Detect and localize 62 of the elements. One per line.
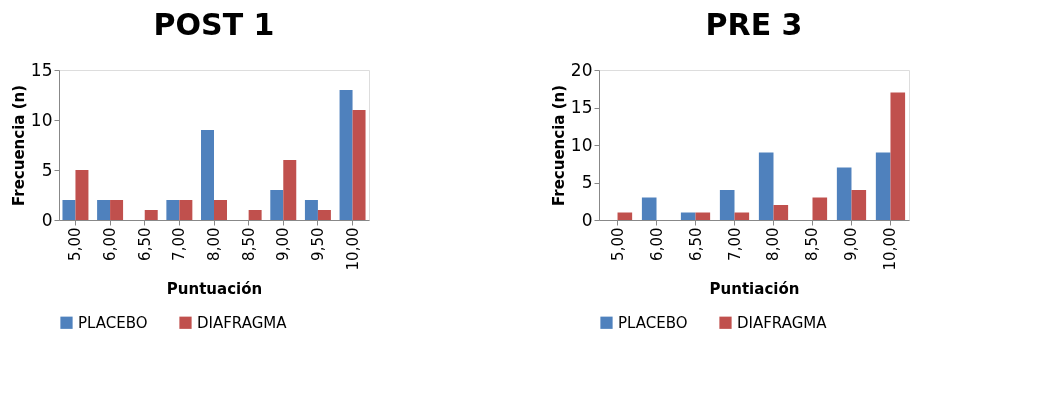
x-tick-label: 10,00 xyxy=(343,227,362,271)
bar xyxy=(339,90,353,220)
bar xyxy=(75,170,89,220)
legend-label: PLACEBO xyxy=(618,313,688,332)
x-tick-label: 5,00 xyxy=(608,227,627,261)
y-tick-label: 0 xyxy=(581,209,593,230)
x-tick-label: 8,00 xyxy=(205,227,223,261)
bar xyxy=(97,200,111,220)
legend-label: PLACEBO xyxy=(78,313,148,332)
bar xyxy=(270,190,284,220)
bar xyxy=(719,190,735,220)
chart-title: POST 1 xyxy=(153,7,275,42)
bar xyxy=(680,212,696,220)
y-tick-label: 15 xyxy=(570,97,593,117)
bar xyxy=(304,200,318,220)
bar xyxy=(179,200,193,220)
bar xyxy=(812,197,828,220)
x-tick-label: 6,50 xyxy=(135,227,154,261)
bar xyxy=(201,130,214,220)
x-tick-label: 8,00 xyxy=(764,227,783,261)
bar xyxy=(890,92,906,220)
y-tick-label: 15 xyxy=(30,59,53,80)
bar xyxy=(758,152,774,220)
bar xyxy=(875,152,891,220)
x-axis-title: Puntiación xyxy=(709,280,800,299)
y-tick-label: 10 xyxy=(570,134,593,155)
bar xyxy=(352,110,366,220)
x-tick-label: 8,50 xyxy=(803,227,822,261)
bar xyxy=(248,210,262,220)
x-tick-label: 8,50 xyxy=(239,227,258,261)
y-tick-label: 5 xyxy=(41,159,53,180)
y-tick-label: 0 xyxy=(41,209,53,230)
x-tick-label: 9,00 xyxy=(842,227,861,261)
y-tick-label: 20 xyxy=(570,59,593,80)
bar xyxy=(851,190,867,220)
bar xyxy=(641,197,657,220)
y-axis-title: Frecuencia (n) xyxy=(549,84,568,207)
x-tick-label: 7,00 xyxy=(725,227,744,261)
x-tick-label: 6,50 xyxy=(686,227,705,261)
x-tick-label: 7,00 xyxy=(170,227,189,261)
bar xyxy=(144,210,158,220)
x-tick-label: 5,00 xyxy=(66,227,85,261)
x-tick-label: 6,00 xyxy=(647,227,666,261)
bar xyxy=(317,210,331,220)
x-tick-label: 6,00 xyxy=(101,227,120,261)
y-axis-title: Frecuencia (n) xyxy=(9,84,28,207)
y-tick-label: 5 xyxy=(581,172,593,192)
x-tick-label: 9,50 xyxy=(308,227,327,261)
x-axis-title: Puntuación xyxy=(166,280,263,299)
x-tick-label: 9,00 xyxy=(274,227,293,261)
legend-label: DIAFRAGMA xyxy=(197,313,288,332)
y-tick-label: 10 xyxy=(30,109,53,130)
bar xyxy=(283,160,297,220)
bar xyxy=(110,200,124,220)
bar xyxy=(214,200,227,220)
chart-title: PRE 3 xyxy=(705,7,803,42)
bar xyxy=(62,200,76,220)
bar xyxy=(836,167,852,220)
bar xyxy=(166,200,180,220)
x-tick-label: 10,00 xyxy=(881,227,900,271)
bar xyxy=(773,205,789,220)
legend-label: DIAFRAGMA xyxy=(737,313,828,332)
